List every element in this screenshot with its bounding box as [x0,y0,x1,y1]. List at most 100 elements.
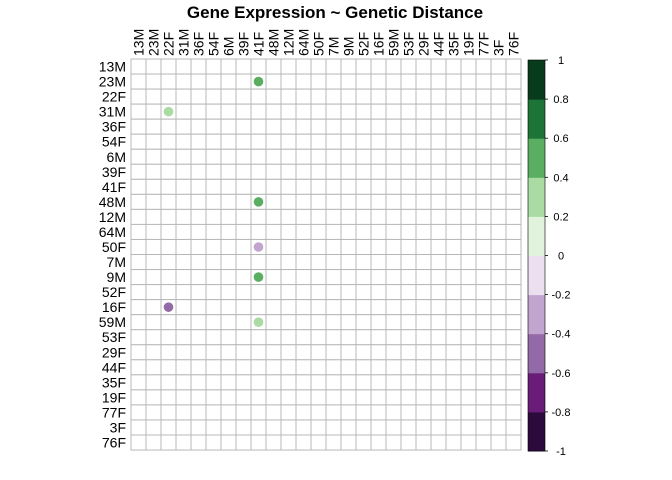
grid-cell [205,284,222,301]
grid-cell [235,73,252,90]
grid-cell [175,118,192,135]
grid-cell [295,103,312,120]
grid-cell [280,344,297,361]
grid-cell [235,374,252,391]
grid-cell [400,208,417,225]
grid-cell [490,329,507,346]
grid-cell [250,118,267,135]
grid-cell [340,374,357,391]
grid-cell [475,389,492,406]
grid-cell [130,269,147,286]
grid-cell [160,269,177,286]
grid-cell [310,374,327,391]
grid-cell [385,329,402,346]
grid-cell [340,434,357,451]
grid-cell [340,208,357,225]
grid-cell [145,329,162,346]
grid-cell [175,133,192,150]
grid-cell [190,118,207,135]
grid-cell [250,434,267,451]
grid-cell [370,148,387,165]
grid-cell [340,88,357,105]
data-point [163,302,174,312]
grid-cell [355,299,372,316]
grid-cell [190,103,207,120]
colorbar-tick-label: 0.2 [553,211,568,223]
grid-cell [205,148,222,165]
grid-cell [400,178,417,195]
grid-cell [175,374,192,391]
grid-cell [145,148,162,165]
grid-cell [265,374,282,391]
grid-cell [190,193,207,210]
grid-cell [205,374,222,391]
grid-cell [310,178,327,195]
grid-cell [475,374,492,391]
column-label: 52F [356,32,372,56]
grid-cell [310,223,327,240]
grid-cell [220,103,237,120]
grid-cell [265,118,282,135]
grid-cell [295,359,312,376]
grid-cell [130,299,147,316]
grid-cell [250,208,267,225]
grid-cell [205,163,222,180]
row-label: 48M [99,194,126,210]
grid-cell [190,374,207,391]
data-point [253,197,264,207]
grid-cell [220,88,237,105]
colorbar-segment [528,138,545,178]
grid-cell [355,163,372,180]
grid-cell [355,419,372,436]
grid-cell [265,133,282,150]
grid-cell [355,208,372,225]
grid-cell [355,329,372,346]
column-label: 54F [206,32,222,56]
grid-cell [400,73,417,90]
row-label: 7M [107,254,126,270]
grid-cell [370,208,387,225]
grid-cell [235,148,252,165]
grid-cell [505,314,522,331]
grid-cell [295,329,312,346]
grid-cell [220,208,237,225]
grid-cell [295,133,312,150]
grid-cell [130,103,147,120]
grid-cell [400,103,417,120]
grid-cell [145,419,162,436]
grid-cell [445,329,462,346]
grid-cell [220,73,237,90]
grid-cell [490,148,507,165]
grid-cell [325,178,342,195]
grid-cell [250,133,267,150]
grid-cell [250,163,267,180]
grid-cell [220,133,237,150]
row-label: 53F [102,329,126,345]
grid-cell [385,238,402,256]
grid-cell [355,178,372,195]
grid-cell [460,178,477,195]
grid-cell [295,163,312,180]
grid-cell [220,299,237,316]
grid-cell [145,178,162,195]
grid-cell [460,284,477,301]
grid-cell [475,133,492,150]
grid-cell [130,163,147,180]
grid-cell [355,58,372,75]
grid-cell [175,419,192,436]
grid-cell [325,344,342,361]
grid-cell [280,269,297,286]
grid-cell [505,118,522,135]
grid-cell [415,299,432,316]
colorbar-tick-label: -0.2 [552,290,571,302]
grid [130,58,522,451]
grid-cell [355,73,372,90]
grid-cell [370,389,387,406]
grid-cell [325,314,342,331]
grid-cell [325,163,342,180]
grid-cell [490,178,507,195]
grid-cell [475,359,492,376]
column-label: 13M [131,29,147,56]
grid-cell [385,163,402,180]
grid-cell [445,58,462,75]
